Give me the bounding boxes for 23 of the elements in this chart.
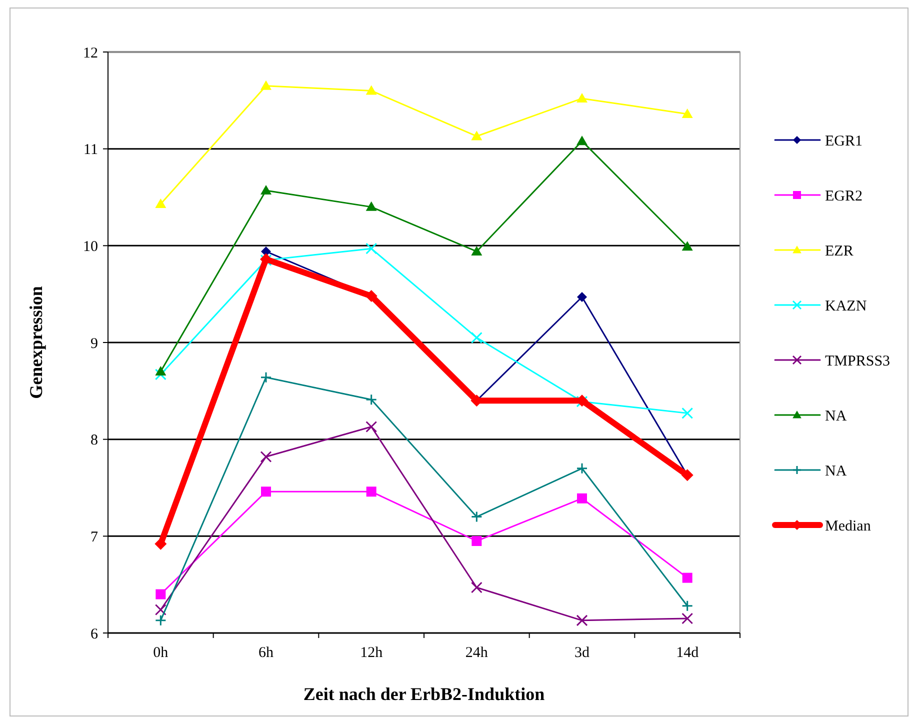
legend-label: EZR — [825, 243, 854, 260]
legend-label: Median — [825, 518, 872, 534]
x-tick-label: 14d — [676, 645, 700, 661]
y-axis-title: Genexpression — [26, 286, 46, 399]
x-tick-label: 3d — [574, 645, 590, 661]
y-tick-label: 10 — [83, 238, 98, 255]
y-tick-label: 11 — [84, 142, 98, 158]
y-tick-label: 6 — [90, 626, 98, 642]
x-tick-label: 6h — [258, 645, 274, 661]
legend-label: NA — [825, 408, 847, 424]
x-axis-title: Zeit nach der ErbB2-Induktion — [303, 684, 545, 704]
x-tick-label: 0h — [153, 645, 169, 661]
x-tick-label: 24h — [465, 645, 488, 661]
legend-label: TMPRSS3 — [825, 353, 890, 370]
legend-label: EGR1 — [825, 133, 862, 150]
legend-label: EGR2 — [825, 188, 862, 204]
legend-label: KAZN — [825, 298, 867, 314]
y-tick-label: 12 — [83, 45, 98, 62]
legend-label: NA — [825, 463, 847, 480]
y-tick-label: 7 — [90, 529, 98, 546]
y-tick-label: 8 — [90, 432, 98, 449]
y-tick-label: 9 — [90, 336, 98, 352]
x-tick-label: 12h — [360, 645, 384, 661]
